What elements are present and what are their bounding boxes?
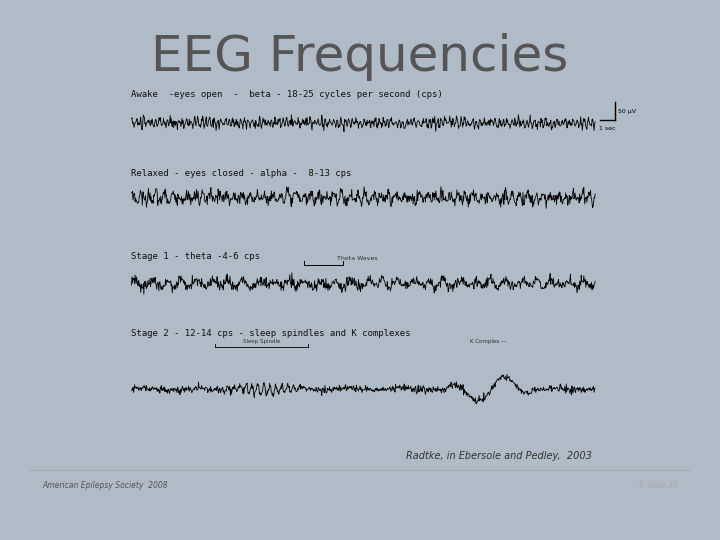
- Text: American Epilepsy Society  2008: American Epilepsy Society 2008: [42, 482, 168, 490]
- Text: Theta Waves: Theta Waves: [337, 256, 377, 261]
- Text: EEG Frequencies: EEG Frequencies: [151, 33, 569, 81]
- Text: Stage 1 - theta -4-6 cps: Stage 1 - theta -4-6 cps: [132, 252, 261, 261]
- Text: Radtke, in Ebersole and Pedley,  2003: Radtke, in Ebersole and Pedley, 2003: [406, 450, 592, 461]
- Text: Stage 2 - 12-14 cps - sleep spindles and K complexes: Stage 2 - 12-14 cps - sleep spindles and…: [132, 328, 411, 338]
- Text: K Complex —: K Complex —: [470, 340, 507, 345]
- Text: Relaxed - eyes closed - alpha -  8-13 cps: Relaxed - eyes closed - alpha - 8-13 cps: [132, 169, 352, 178]
- Text: 1 sec: 1 sec: [600, 126, 616, 131]
- Text: B-Slide 32: B-Slide 32: [639, 482, 678, 490]
- Text: Sleep Spindle: Sleep Spindle: [243, 340, 280, 345]
- Text: Awake  -eyes open  -  beta - 18-25 cycles per second (cps): Awake -eyes open - beta - 18-25 cycles p…: [132, 90, 444, 99]
- Text: 50 μV: 50 μV: [618, 109, 636, 113]
